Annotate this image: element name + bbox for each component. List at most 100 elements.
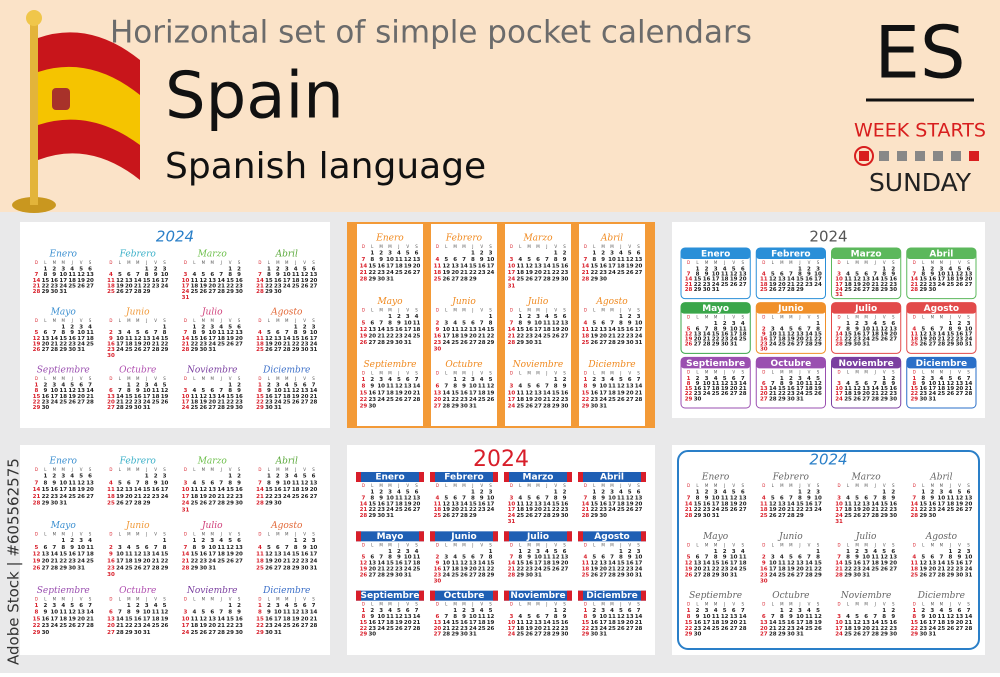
weekday-label: S xyxy=(163,596,166,601)
weekday-label: V xyxy=(229,467,232,472)
weekday-label: M xyxy=(462,371,466,376)
day: 9 xyxy=(237,388,241,394)
day: 14 xyxy=(739,614,747,620)
day: 19 xyxy=(301,487,309,493)
day: 9 xyxy=(628,555,632,561)
weekday-label: D xyxy=(837,369,840,374)
day: 3 xyxy=(210,325,214,331)
day: 29 xyxy=(161,347,169,353)
weekday-label: M xyxy=(276,532,280,537)
day: 29 xyxy=(947,572,955,578)
weekday-label: L xyxy=(268,318,271,323)
day: 15 xyxy=(778,386,786,392)
weekday-label: S xyxy=(312,260,315,265)
weekday-label: J xyxy=(71,376,73,381)
day: 16 xyxy=(889,277,897,283)
day: 23 xyxy=(889,282,897,288)
weekday-label: V xyxy=(554,542,557,547)
day: 22 xyxy=(125,623,133,629)
day: 1 xyxy=(882,267,886,273)
day: 2 xyxy=(136,603,140,609)
day: 24 xyxy=(835,396,843,402)
day: 16 xyxy=(703,277,711,283)
day: 22 xyxy=(368,507,376,513)
day: 14 xyxy=(871,501,879,507)
day: 27 xyxy=(760,396,768,402)
month-name: Febrero xyxy=(772,473,810,483)
day: 8 xyxy=(453,384,457,390)
day: 22 xyxy=(844,337,852,343)
day: 9 xyxy=(70,545,74,551)
day: 5 xyxy=(294,383,298,389)
day: 30 xyxy=(561,277,569,283)
day: 15 xyxy=(582,390,590,396)
day: 15 xyxy=(685,386,693,392)
weekday-label: J xyxy=(798,483,800,488)
day: 19 xyxy=(360,567,368,573)
day: 20 xyxy=(965,277,973,283)
day: 30 xyxy=(626,340,634,346)
day: 14 xyxy=(116,616,124,622)
day: 30 xyxy=(561,513,569,519)
day: 9 xyxy=(891,381,895,387)
day: 14 xyxy=(217,394,225,400)
day: 27 xyxy=(469,572,477,578)
day: 21 xyxy=(86,394,94,400)
weekday-label: J xyxy=(294,532,296,537)
day: 16 xyxy=(134,394,142,400)
day: 22 xyxy=(844,567,852,573)
day: 8 xyxy=(554,495,558,501)
day: 9 xyxy=(563,257,567,263)
day: 18 xyxy=(805,386,813,392)
day: 13 xyxy=(730,381,738,387)
day: 25 xyxy=(778,572,786,578)
weekday-label: D xyxy=(687,483,690,488)
day: 21 xyxy=(703,567,711,573)
day: 30 xyxy=(525,340,533,346)
day: 18 xyxy=(938,620,946,626)
day: 2 xyxy=(370,377,374,383)
day: 12 xyxy=(161,388,169,394)
day: 18 xyxy=(543,561,551,567)
day: 19 xyxy=(442,270,450,276)
day: 12 xyxy=(685,331,693,337)
day: 18 xyxy=(451,334,459,340)
day: 5 xyxy=(948,376,952,382)
day: 28 xyxy=(152,565,160,571)
day: 14 xyxy=(152,336,160,342)
day: 6 xyxy=(145,330,149,336)
day: 12 xyxy=(68,388,76,394)
day: 26 xyxy=(68,400,76,406)
day: 26 xyxy=(199,289,207,295)
day: 31 xyxy=(862,342,870,348)
weekday-label: L xyxy=(44,318,47,323)
day: 11 xyxy=(395,257,403,263)
day: 14 xyxy=(685,501,693,507)
day: 9 xyxy=(276,272,280,278)
day: 26 xyxy=(68,623,76,629)
day: 19 xyxy=(787,567,795,573)
month-header xyxy=(831,248,901,259)
day: 12 xyxy=(301,272,309,278)
day: 29 xyxy=(59,565,67,571)
day: 4 xyxy=(939,376,943,382)
day: 6 xyxy=(88,267,92,273)
weekday-label: D xyxy=(687,542,690,547)
day: 20 xyxy=(143,559,151,565)
day: 29 xyxy=(386,572,394,578)
month-name: Abril xyxy=(600,234,623,244)
day: 19 xyxy=(626,264,634,270)
year: 2024 xyxy=(809,451,847,469)
day: 22 xyxy=(552,270,560,276)
month-name: Septiembre xyxy=(686,359,745,369)
day: 4 xyxy=(154,603,158,609)
day: 4 xyxy=(714,376,718,382)
day: 17 xyxy=(635,561,643,567)
day: 6 xyxy=(732,376,736,382)
day: 25 xyxy=(451,340,459,346)
weekday-label: L xyxy=(371,371,374,376)
day: 6 xyxy=(127,480,131,486)
day: 4 xyxy=(741,321,745,327)
weekday-label: M xyxy=(714,315,718,320)
day: 7 xyxy=(118,388,122,394)
